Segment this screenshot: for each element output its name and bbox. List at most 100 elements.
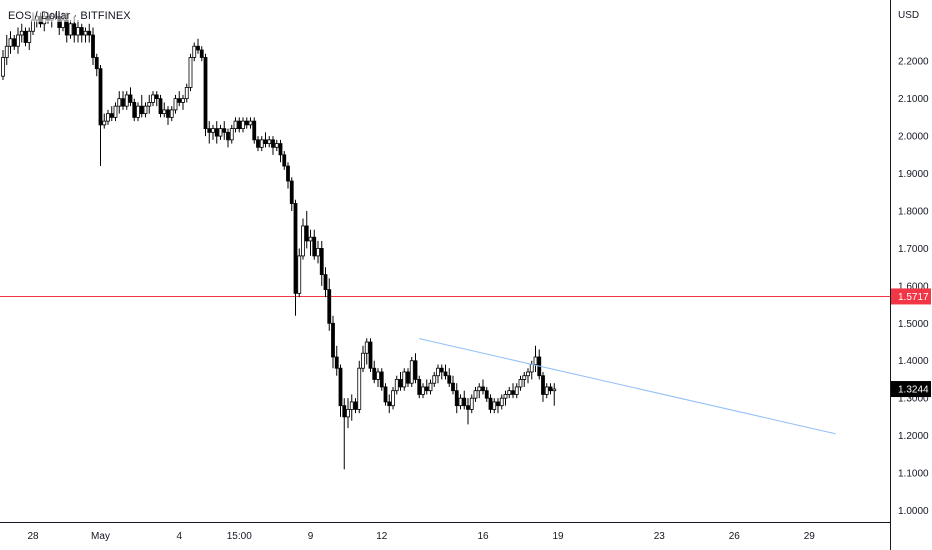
candle-body <box>297 255 302 294</box>
candle-body <box>181 98 185 103</box>
candle-body <box>499 397 504 407</box>
currency-label: USD <box>898 10 919 21</box>
candle-body <box>192 45 197 58</box>
candle <box>349 394 354 421</box>
price-tick-label: 1.8000 <box>898 206 929 217</box>
price-tick-label: 1.4000 <box>898 356 929 367</box>
candle <box>413 353 418 384</box>
candle <box>368 338 373 372</box>
candle <box>162 102 167 118</box>
candle <box>192 42 197 62</box>
candle-body <box>23 30 28 43</box>
candle-body <box>421 386 425 395</box>
candle <box>259 136 264 152</box>
horizontal-line-price-tag[interactable]: 1.5717 <box>891 288 931 305</box>
candle <box>267 136 272 148</box>
candle-body <box>1 57 5 77</box>
candle <box>109 106 114 122</box>
candle <box>477 383 482 399</box>
candle-body <box>162 109 167 115</box>
candle-body <box>188 57 193 88</box>
candle <box>124 91 129 110</box>
candle-body <box>244 120 249 126</box>
candle <box>76 20 80 43</box>
candle <box>492 398 497 414</box>
candle-body <box>289 180 294 204</box>
candle-body <box>147 102 152 107</box>
candle <box>263 132 268 148</box>
candle <box>274 139 279 152</box>
current-price-tag[interactable]: 1.3244 <box>891 381 931 398</box>
candle <box>248 117 253 129</box>
candle <box>319 240 324 286</box>
price-axis[interactable]: USD 2.2000 2.1000 2.0000 1.9000 1.8000 1.7000 1… <box>890 0 932 550</box>
candle-body <box>12 38 17 47</box>
candle-body <box>259 139 264 148</box>
candle-body <box>394 379 399 392</box>
candle <box>507 386 512 399</box>
candle-body <box>522 375 527 380</box>
candle-body <box>64 19 69 36</box>
candle-body <box>301 225 305 257</box>
candle <box>301 218 305 260</box>
candle-body <box>158 98 163 115</box>
candle <box>199 46 204 62</box>
candle <box>214 121 219 144</box>
candle-body <box>248 120 253 126</box>
candle-body <box>496 401 500 407</box>
candle-body <box>267 139 272 144</box>
candle <box>91 27 95 65</box>
candle <box>376 368 380 387</box>
time-axis[interactable]: 28 May 4 15:00 9 12 16 19 23 26 29 <box>0 522 891 550</box>
candle-body <box>319 248 324 276</box>
candle-body <box>83 30 88 36</box>
candle-body <box>402 371 407 388</box>
candle-body <box>27 30 32 43</box>
candle-body <box>304 225 309 242</box>
candle-body <box>124 94 129 107</box>
candle-body <box>109 113 114 118</box>
candle <box>338 364 343 417</box>
candle-body <box>376 371 380 380</box>
candle <box>151 91 155 107</box>
candle-body <box>357 367 362 410</box>
candle <box>237 117 242 133</box>
candle <box>19 23 24 43</box>
candle-body <box>368 341 373 369</box>
trend-line[interactable] <box>419 338 836 435</box>
candle <box>541 371 545 402</box>
price-tick-label: 1.1000 <box>898 469 929 480</box>
candle <box>154 91 159 107</box>
candle <box>447 368 452 387</box>
candle <box>522 371 527 387</box>
candle <box>286 162 290 189</box>
candle-body <box>398 379 403 388</box>
candle-body <box>177 98 182 103</box>
candle-body <box>154 94 159 100</box>
candle-body <box>511 390 515 395</box>
candle-body <box>214 128 219 137</box>
candle-body <box>102 120 107 126</box>
candle <box>79 23 84 43</box>
time-tick-label: 23 <box>654 531 666 542</box>
time-tick-label: May <box>91 531 110 542</box>
candle-body <box>548 386 553 392</box>
candle-body <box>372 367 377 380</box>
candle-body <box>132 102 137 118</box>
candle-body <box>454 390 459 407</box>
candle-body <box>16 34 20 47</box>
candle-body <box>263 139 268 144</box>
candle <box>518 375 523 391</box>
candle <box>177 91 182 107</box>
candle <box>218 124 223 140</box>
candle-body <box>113 105 118 118</box>
candle-body <box>79 27 84 36</box>
candle-body <box>128 94 133 103</box>
candle <box>511 383 515 399</box>
price-tick-label: 1.2000 <box>898 431 929 442</box>
candle-body <box>323 274 328 291</box>
symbol-title[interactable]: EOS / Dollar · BITFINEX <box>6 10 133 22</box>
candle-body <box>222 128 227 133</box>
candle-body <box>139 105 144 115</box>
